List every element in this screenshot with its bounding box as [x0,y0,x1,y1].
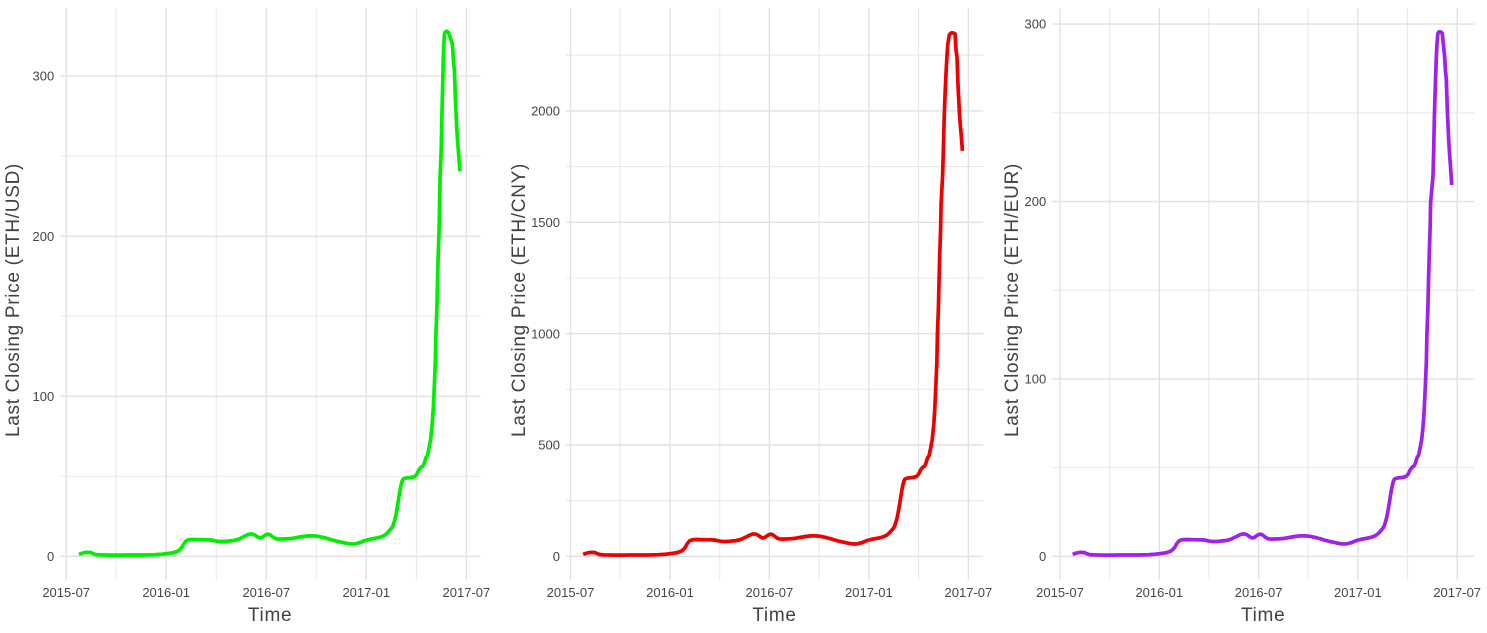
svg-text:2015-07: 2015-07 [547,585,595,600]
svg-text:Last Closing Price (ETH/CNY): Last Closing Price (ETH/CNY) [509,163,530,437]
svg-text:2016-07: 2016-07 [242,585,290,600]
svg-text:300: 300 [1024,17,1046,32]
svg-text:2017-07: 2017-07 [1433,585,1481,600]
svg-text:300: 300 [32,69,54,84]
svg-text:Time: Time [1241,605,1285,626]
svg-text:2016-01: 2016-01 [142,585,190,600]
svg-text:100: 100 [32,389,54,404]
svg-text:2017-01: 2017-01 [1334,585,1382,600]
svg-text:1500: 1500 [531,215,560,230]
svg-text:Last Closing Price (ETH/EUR): Last Closing Price (ETH/EUR) [1002,163,1023,437]
svg-text:2016-07: 2016-07 [746,585,794,600]
svg-text:2017-07: 2017-07 [443,585,491,600]
svg-text:2015-07: 2015-07 [42,585,90,600]
svg-text:0: 0 [553,549,560,564]
svg-text:2017-01: 2017-01 [342,585,390,600]
svg-text:2016-01: 2016-01 [1135,585,1183,600]
svg-text:0: 0 [1039,549,1046,564]
svg-text:2016-01: 2016-01 [646,585,694,600]
svg-text:Time: Time [248,605,292,626]
svg-text:2016-07: 2016-07 [1235,585,1283,600]
svg-text:1000: 1000 [531,326,560,341]
svg-text:Last Closing Price (ETH/USD): Last Closing Price (ETH/USD) [3,163,24,437]
svg-text:0: 0 [47,549,54,564]
svg-text:2000: 2000 [531,104,560,119]
svg-text:2015-07: 2015-07 [1036,585,1084,600]
svg-text:2017-01: 2017-01 [845,585,893,600]
svg-text:500: 500 [538,438,560,453]
svg-text:200: 200 [1024,194,1046,209]
svg-text:100: 100 [1024,372,1046,387]
svg-text:Time: Time [752,605,796,626]
svg-text:2017-07: 2017-07 [945,585,993,600]
svg-text:200: 200 [32,229,54,244]
